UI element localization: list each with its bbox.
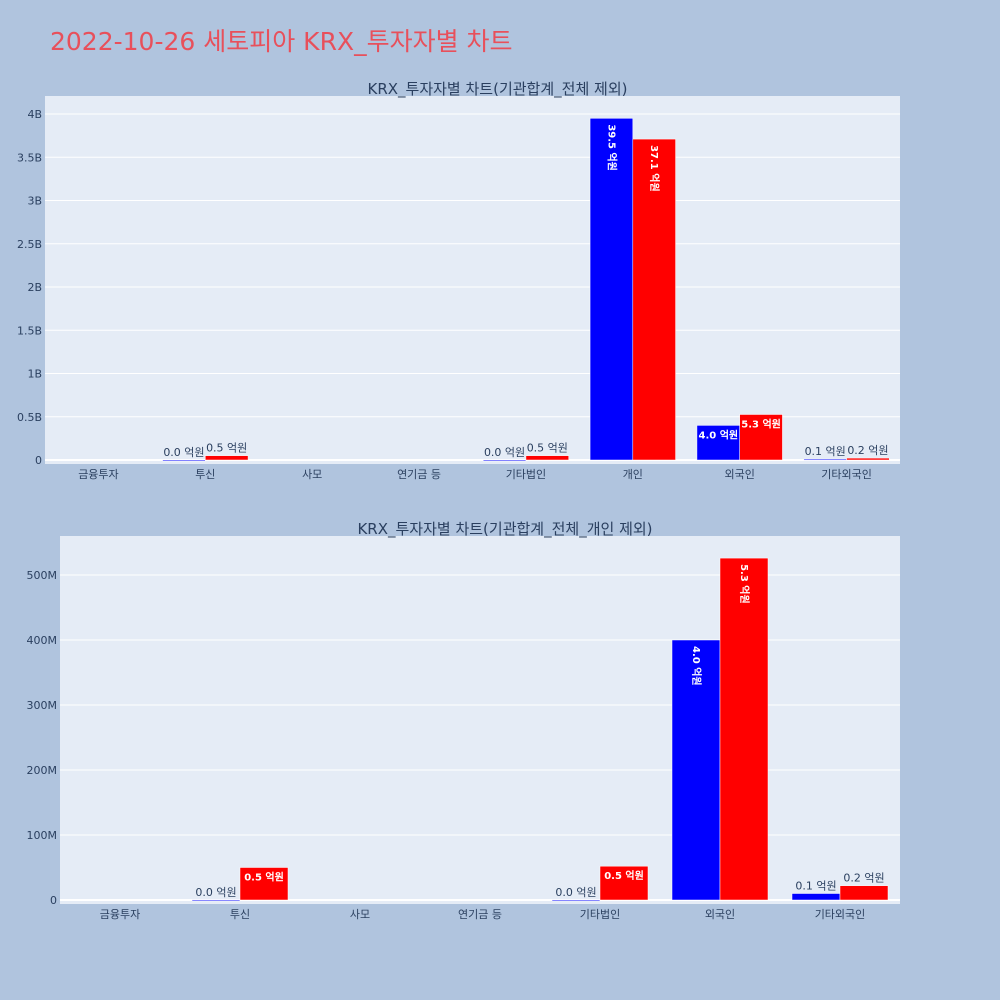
data-label: 37.1 억원 <box>648 145 661 192</box>
plot-area <box>60 536 900 904</box>
y-tick-label: 500M <box>27 569 58 582</box>
y-tick-label: 4B <box>27 108 42 121</box>
bar <box>846 457 890 461</box>
x-tick-label: 금융투자 <box>100 908 140 921</box>
bar <box>205 455 249 461</box>
chart-excluding-individual: 0 100M 200M 300M 400M 500M KRX_투자자별 차트(기관합계_전체… <box>27 520 900 921</box>
y-tick-label: 2.5B <box>17 238 42 251</box>
data-label: 0.5 억원 <box>527 442 568 455</box>
x-tick-label: 사모 <box>302 468 322 481</box>
x-tick-label: 기타외국인 <box>821 468 872 481</box>
y-tick-label: 3B <box>27 195 42 208</box>
plot-area <box>45 96 900 464</box>
y-tick-label: 1.5B <box>17 324 42 337</box>
bar <box>839 885 889 901</box>
data-label: 5.3 억원 <box>738 564 751 604</box>
x-tick-label: 투신 <box>195 468 215 481</box>
x-tick-label: 기타법인 <box>580 908 620 921</box>
bar <box>525 455 569 461</box>
data-label: 0.0 억원 <box>163 446 204 459</box>
bar <box>239 867 289 901</box>
data-label: 0.5 억원 <box>244 871 284 884</box>
data-label: 5.3 억원 <box>741 418 781 431</box>
x-tick-label: 연기금 등 <box>397 468 441 481</box>
bar <box>599 865 649 901</box>
bar <box>719 557 769 901</box>
x-tick-label: 개인 <box>623 468 643 481</box>
x-tick-label: 기타법인 <box>506 468 546 481</box>
bar <box>803 458 847 461</box>
x-tick-label: 연기금 등 <box>458 908 502 921</box>
bar <box>551 899 601 902</box>
bar <box>696 425 740 461</box>
data-label: 4.0 억원 <box>690 646 703 686</box>
y-tick-label: 200M <box>27 764 58 777</box>
chart-title: KRX_투자자별 차트(기관합계_전체 제외) <box>368 80 628 99</box>
data-label: 4.0 억원 <box>699 428 739 441</box>
data-label: 0.0 억원 <box>555 886 596 899</box>
y-tick-label: 100M <box>27 829 58 842</box>
data-label: 0.5 억원 <box>206 442 247 455</box>
bar <box>632 138 676 461</box>
data-label: 0.2 억원 <box>847 444 888 457</box>
x-tick-label: 투신 <box>230 908 250 921</box>
chart-title: KRX_투자자별 차트(기관합계_전체_개인 제외) <box>357 520 652 539</box>
y-tick-label: 0.5B <box>17 411 42 424</box>
bar <box>671 639 721 901</box>
y-tick-label: 0 <box>35 454 42 467</box>
y-tick-label: 300M <box>27 699 58 712</box>
bar <box>162 459 206 462</box>
data-label: 0.5 억원 <box>604 869 644 882</box>
y-tick-label: 1B <box>27 368 42 381</box>
data-label: 0.0 억원 <box>484 446 525 459</box>
x-tick-label: 외국인 <box>705 908 735 921</box>
data-label: 0.0 억원 <box>195 886 236 899</box>
page-title: 2022-10-26 세토피아 KRX_투자자별 차트 <box>50 27 513 56</box>
bar <box>482 459 527 462</box>
x-tick-label: 외국인 <box>725 468 755 481</box>
y-tick-label: 400M <box>27 634 58 647</box>
y-tick-label: 3.5B <box>17 151 42 164</box>
data-label: 0.1 억원 <box>805 445 846 458</box>
y-tick-label: 2B <box>27 281 42 294</box>
x-tick-label: 사모 <box>350 908 370 921</box>
x-tick-label: 기타외국인 <box>815 908 866 921</box>
bar <box>791 893 841 901</box>
chart-all-investors: 0 0.5B 1B 1.5B 2B 2.5B 3B 3.5B 4B KRX_투자자별 차트(기관합… <box>17 80 900 481</box>
bar <box>739 414 783 461</box>
y-tick-label: 0 <box>50 894 57 907</box>
bar <box>191 899 241 902</box>
data-label: 0.2 억원 <box>843 872 884 885</box>
data-label: 39.5 억원 <box>605 124 618 171</box>
data-label: 0.1 억원 <box>795 880 836 893</box>
x-tick-label: 금융투자 <box>78 468 118 481</box>
